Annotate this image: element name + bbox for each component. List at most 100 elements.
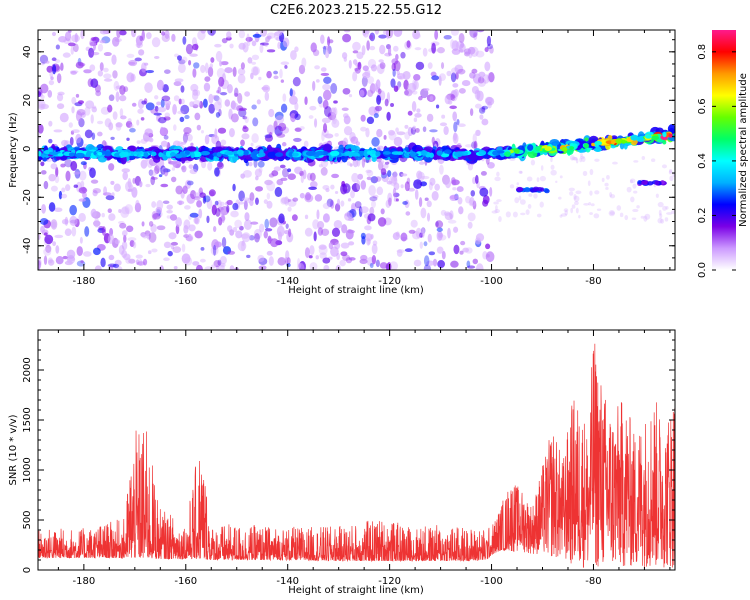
- spectrogram-blob: [55, 245, 60, 254]
- spectrogram-blob: [208, 189, 216, 197]
- spectrogram-blob: [278, 122, 287, 132]
- spectrogram-blob: [110, 180, 115, 185]
- spectrogram-blob: [359, 89, 365, 97]
- spectrogram-blob: [43, 247, 52, 256]
- spectrogram-blob: [268, 131, 273, 139]
- spectrogram-blob: [487, 161, 495, 169]
- spectrogram-blob: [177, 55, 182, 61]
- spectrogram-blob: [393, 45, 399, 52]
- spectrogram-blob: [407, 187, 416, 192]
- spectrogram-blob: [662, 140, 667, 145]
- spectrogram-blob: [233, 92, 239, 97]
- spectrogram-blob: [211, 264, 216, 269]
- spectrogram-blob: [575, 207, 579, 214]
- spectrogram-blob: [668, 133, 673, 138]
- spectrogram-blob: [92, 187, 101, 194]
- spectrogram-blob: [227, 84, 233, 94]
- spectrogram-blob: [250, 142, 254, 147]
- spectrogram-blob: [450, 94, 456, 102]
- spectrogram-blob: [264, 40, 269, 47]
- spectrogram-blob: [188, 59, 192, 66]
- spectrogram-blob: [56, 73, 62, 84]
- spectrogram-blob: [330, 107, 336, 116]
- spectrogram-blob: [119, 151, 129, 158]
- spectrogram-y-axis: -40 -20 0 20 40: [22, 39, 675, 271]
- spectrogram-blob: [321, 131, 325, 142]
- spectrogram-blob: [71, 226, 77, 237]
- spectrogram-blob: [550, 157, 553, 163]
- spectrogram-blob: [136, 140, 141, 144]
- spectrogram-blob: [243, 200, 248, 211]
- spectrogram-blob: [427, 233, 432, 243]
- spectrogram-blob: [457, 196, 463, 205]
- spectrogram-blob: [112, 36, 120, 47]
- spectrogram-blob: [400, 173, 408, 177]
- spectrogram-blob: [584, 137, 589, 142]
- spectrogram-blob: [392, 68, 396, 77]
- spectrogram-blob: [334, 132, 339, 137]
- spectrogram-blob: [450, 67, 459, 74]
- spectrogram-blob: [298, 263, 302, 269]
- spectrogram-blob: [391, 58, 399, 65]
- spectrogram-blob: [221, 37, 228, 44]
- spectrogram-blob: [376, 128, 383, 138]
- spectrogram-blob: [90, 114, 94, 124]
- spectrogram-blob: [667, 124, 675, 134]
- spectrogram-blob: [220, 61, 229, 66]
- spectrogram-blob: [66, 249, 76, 259]
- spectrogram-blob: [122, 171, 129, 181]
- spectrogram-blob: [156, 225, 166, 231]
- spectrogram-blob: [188, 164, 194, 169]
- spectrogram-blob: [289, 95, 298, 105]
- spectrogram-blob: [252, 33, 262, 38]
- spectrogram-blob: [321, 117, 331, 124]
- spectrogram-blob: [112, 111, 118, 120]
- spectrogram-blob: [424, 197, 429, 201]
- x-tick-label: -80: [585, 276, 601, 287]
- spectrogram-blob: [38, 234, 41, 240]
- spectrogram-blob: [544, 188, 550, 194]
- spectrogram-blob: [78, 186, 88, 194]
- spectrogram-blob: [44, 60, 50, 64]
- x-tick-label: -180: [73, 576, 96, 587]
- spectrogram-blob: [237, 67, 246, 76]
- spectrogram-blob: [390, 102, 395, 107]
- spectrogram-blob: [237, 201, 245, 205]
- spectrogram-blob: [323, 213, 330, 223]
- spectrogram-blob: [113, 80, 120, 91]
- spectrogram-blob: [580, 155, 585, 159]
- spectrogram-blob: [475, 129, 481, 137]
- spectrogram-blob: [504, 151, 511, 157]
- x-tick-label: -160: [174, 576, 197, 587]
- spectrogram-blob: [388, 197, 392, 206]
- spectrogram-blob: [299, 126, 305, 130]
- spectrogram-blob: [252, 117, 259, 127]
- spectrogram-blob: [569, 155, 575, 161]
- spectrogram-blob: [168, 232, 177, 240]
- spectrogram-blob: [38, 259, 42, 270]
- spectrogram-blob: [287, 173, 296, 181]
- spectrogram-blob: [582, 170, 588, 177]
- spectrogram-blob: [583, 202, 590, 206]
- spectrogram-blob: [316, 209, 320, 220]
- spectrogram-blob: [123, 253, 131, 261]
- x-tick-label: -160: [174, 276, 197, 287]
- spectrogram-blob: [178, 98, 182, 105]
- spectrogram-blob: [519, 199, 526, 205]
- spectrogram-blob: [477, 78, 487, 87]
- spectrogram-blob: [415, 128, 420, 133]
- spectrogram-blob: [390, 78, 396, 88]
- spectrogram-blob: [143, 152, 149, 158]
- spectrogram-blob: [38, 260, 41, 270]
- spectrogram-blob: [254, 168, 263, 178]
- spectrogram-blob: [318, 100, 324, 108]
- spectrogram-blob: [366, 150, 372, 155]
- spectrogram-blob: [204, 76, 211, 82]
- spectrogram-blob: [143, 137, 153, 142]
- spectrogram-blob: [420, 175, 430, 180]
- spectrogram-blob: [276, 133, 286, 138]
- spectrogram-blob: [154, 95, 159, 100]
- spectrogram-blob: [340, 242, 350, 249]
- spectrogram-blob: [569, 191, 574, 196]
- spectrogram-blob: [69, 204, 77, 216]
